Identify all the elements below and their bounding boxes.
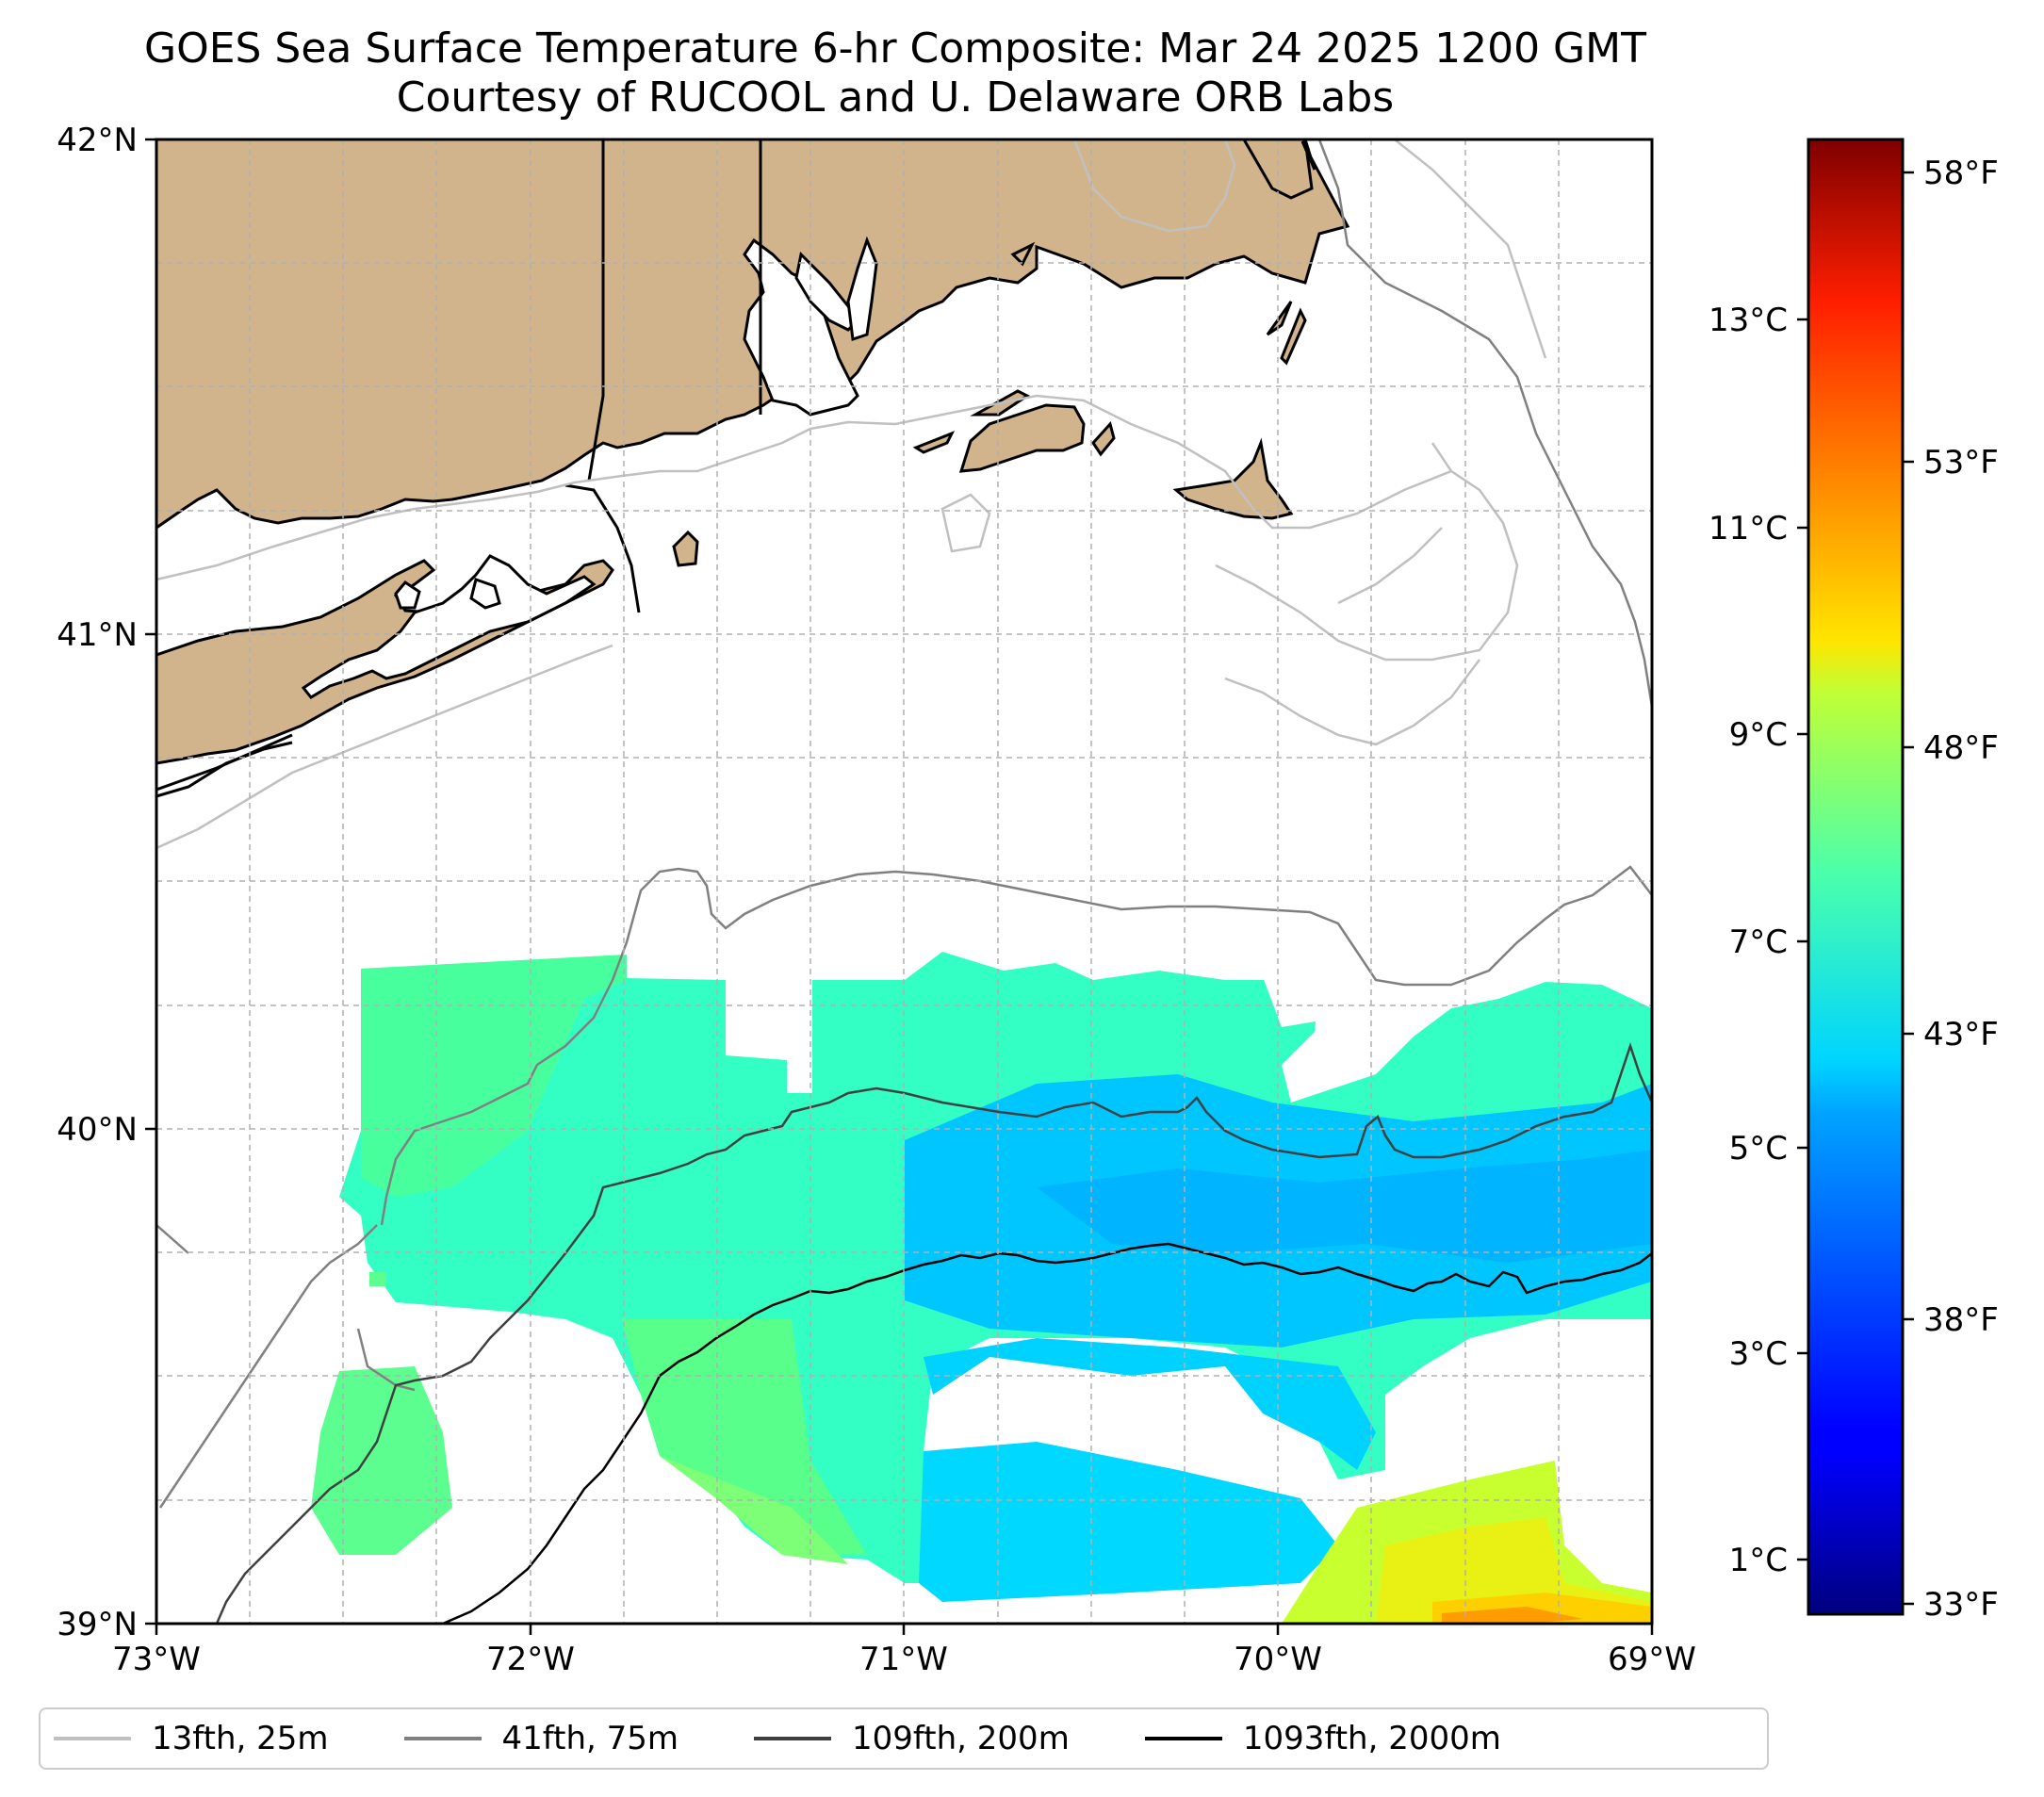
celsius-tick-label: 11°C xyxy=(1709,510,1788,547)
colorbar-celsius-labels: 1°C 3°C 5°C 7°C 9°C 11°C 13°C xyxy=(1709,302,1788,1579)
fahrenheit-tick-label: 58°F xyxy=(1923,155,1999,192)
legend-line-75m xyxy=(403,1737,482,1740)
fahrenheit-tick-label: 43°F xyxy=(1923,1016,1999,1054)
celsius-tick-label: 1°C xyxy=(1729,1542,1788,1579)
bays xyxy=(301,236,878,699)
colorbar-ticks xyxy=(1797,171,1914,1606)
x-tick-label: 73°W xyxy=(112,1641,201,1678)
legend-label: 109fth, 200m xyxy=(852,1720,1070,1757)
celsius-tick-label: 5°C xyxy=(1729,1130,1788,1168)
y-tick-label: 42°N xyxy=(57,122,138,159)
contour-200m xyxy=(215,1042,1652,1624)
fahrenheit-tick-label: 38°F xyxy=(1923,1301,1999,1339)
x-tick-label: 70°W xyxy=(1234,1641,1322,1678)
fahrenheit-tick-label: 48°F xyxy=(1923,729,1999,767)
colorbar xyxy=(1807,138,1905,1616)
map-title: GOES Sea Surface Temperature 6-hr Compos… xyxy=(143,25,1646,73)
y-tick-label: 39°N xyxy=(57,1606,138,1643)
axis-ticks xyxy=(145,138,1654,1635)
celsius-tick-label: 9°C xyxy=(1729,716,1788,754)
contour-2000m xyxy=(442,1242,1652,1624)
contour-legend: 13fth, 25m 41fth, 75m 109fth, 200m 1093f… xyxy=(39,1707,1769,1770)
fahrenheit-tick-label: 53°F xyxy=(1923,444,1999,482)
legend-line-200m xyxy=(754,1737,832,1740)
x-tick-label: 71°W xyxy=(859,1641,948,1678)
x-tick-label: 69°W xyxy=(1608,1641,1696,1678)
legend-label: 41fth, 75m xyxy=(501,1720,679,1757)
grid xyxy=(156,139,1652,1624)
colorbar-fahrenheit-labels: 33°F 38°F 43°F 48°F 53°F 58°F xyxy=(1923,155,1999,1624)
fahrenheit-tick-label: 33°F xyxy=(1923,1586,1999,1624)
map-subtitle: Courtesy of RUCOOL and U. Delaware ORB L… xyxy=(396,74,1395,122)
legend-label: 13fth, 25m xyxy=(152,1720,329,1757)
contour-25m xyxy=(156,139,1547,850)
legend-item-75m: 41fth, 75m xyxy=(403,1720,679,1757)
legend-label: 1093fth, 2000m xyxy=(1242,1720,1501,1757)
y-tick-label: 41°N xyxy=(57,616,138,654)
celsius-tick-label: 13°C xyxy=(1709,302,1788,339)
y-tick-labels: 39°N 40°N 41°N 42°N xyxy=(57,122,138,1643)
legend-item-25m: 13fth, 25m xyxy=(54,1720,329,1757)
legend-line-2000m xyxy=(1144,1737,1222,1740)
celsius-tick-label: 3°C xyxy=(1729,1335,1788,1373)
y-tick-label: 40°N xyxy=(57,1111,138,1149)
borders xyxy=(156,139,762,798)
legend-item-200m: 109fth, 200m xyxy=(754,1720,1070,1757)
x-tick-labels: 73°W 72°W 71°W 70°W 69°W xyxy=(112,1641,1696,1678)
legend-item-2000m: 1093fth, 2000m xyxy=(1144,1720,1501,1757)
celsius-tick-label: 7°C xyxy=(1729,923,1788,961)
x-tick-label: 72°W xyxy=(486,1641,575,1678)
legend-line-25m xyxy=(54,1737,131,1740)
